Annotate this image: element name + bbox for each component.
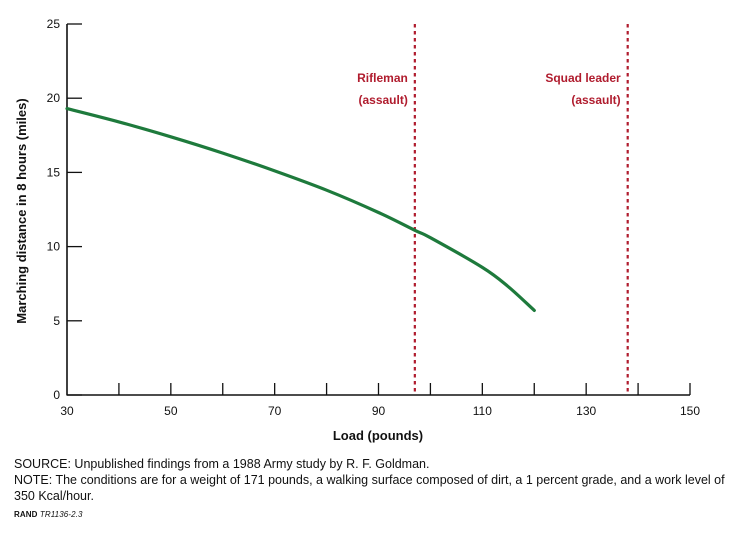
y-tick-label: 0 <box>53 388 60 402</box>
reference-label-line1: Squad leader <box>545 71 621 85</box>
axes: 0 5 10 15 20 25 30 50 70 90 110 130 150 <box>47 17 701 418</box>
chart: 0 5 10 15 20 25 30 50 70 90 110 130 150 Rifleman (ass… <box>14 17 701 443</box>
x-axis-label: Load (pounds) <box>333 428 423 443</box>
x-tick-label: 70 <box>268 404 282 418</box>
reference-label-line1: Rifleman <box>357 71 408 85</box>
source-note: SOURCE: Unpublished findings from a 1988… <box>14 457 430 471</box>
reference-label-line2: (assault) <box>571 93 620 107</box>
footnotes: SOURCE: Unpublished findings from a 1988… <box>14 456 734 523</box>
data-series <box>65 107 536 312</box>
x-tick-label: 30 <box>60 404 74 418</box>
y-axis-label: Marching distance in 8 hours (miles) <box>14 98 29 323</box>
rand-identifier: RAND TR1136-2.3 <box>14 507 734 523</box>
x-tick-label: 110 <box>473 404 492 418</box>
rand-id: TR1136-2.3 <box>39 510 83 519</box>
series-line <box>65 107 536 312</box>
y-tick-label: 20 <box>47 91 61 105</box>
reference-label-line2: (assault) <box>358 93 407 107</box>
reference-lines: Rifleman (assault) Squad leader (assault) <box>357 24 629 395</box>
x-tick-label: 150 <box>680 404 700 418</box>
conditions-note: NOTE: The conditions are for a weight of… <box>14 473 725 503</box>
y-tick-label: 10 <box>47 240 61 254</box>
y-tick-label: 15 <box>47 165 61 179</box>
y-tick-label: 5 <box>53 314 60 328</box>
rand-org: RAND <box>14 510 38 519</box>
y-tick-label: 25 <box>47 17 61 31</box>
x-tick-label: 130 <box>576 404 596 418</box>
x-tick-label: 90 <box>372 404 386 418</box>
x-tick-label: 50 <box>164 404 178 418</box>
